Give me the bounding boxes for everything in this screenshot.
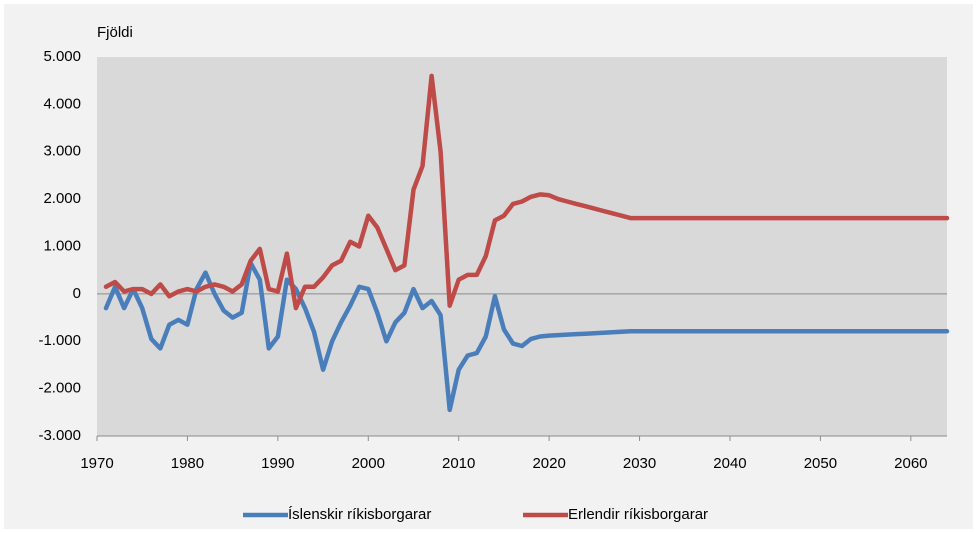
y-tick-label: 3.000: [43, 143, 81, 160]
legend-label: Íslenskir ríkisborgarar: [288, 506, 431, 523]
y-tick-label: 0: [73, 285, 81, 302]
x-tick-label: 1970: [80, 455, 113, 472]
x-tick-label: 2060: [894, 455, 927, 472]
y-tick-label: 5.000: [43, 48, 81, 65]
x-tick-label: 2020: [532, 455, 565, 472]
data-line: [103, 73, 950, 311]
y-tick-label: -2.000: [38, 380, 81, 397]
x-tick-label: 2040: [713, 455, 746, 472]
y-tick-label: -1.000: [38, 332, 81, 349]
x-tick-label: 2030: [623, 455, 656, 472]
x-tick-label: 1980: [171, 455, 204, 472]
x-tick-label: 1990: [261, 455, 294, 472]
y-tick-label: 2.000: [43, 190, 81, 207]
y-axis-label: Fjöldi: [97, 24, 133, 41]
x-tick-label: 2000: [352, 455, 385, 472]
legend-label: Erlendir ríkisborgarar: [568, 506, 708, 523]
plot-area: [97, 57, 947, 436]
x-tick-label: 2050: [804, 455, 837, 472]
y-tick-label: 4.000: [43, 95, 81, 112]
y-tick-label: 1.000: [43, 237, 81, 254]
y-tick-label: -3.000: [38, 427, 81, 444]
x-tick-label: 2010: [442, 455, 475, 472]
